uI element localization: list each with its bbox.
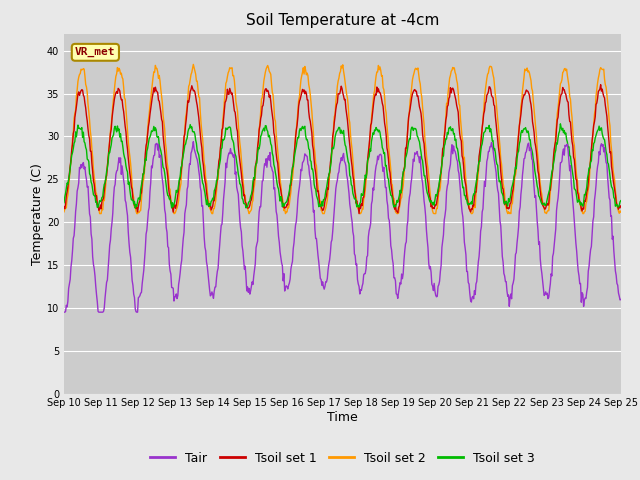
- Legend: Tair, Tsoil set 1, Tsoil set 2, Tsoil set 3: Tair, Tsoil set 1, Tsoil set 2, Tsoil se…: [145, 447, 540, 469]
- Title: Soil Temperature at -4cm: Soil Temperature at -4cm: [246, 13, 439, 28]
- Y-axis label: Temperature (C): Temperature (C): [31, 163, 44, 264]
- X-axis label: Time: Time: [327, 411, 358, 424]
- Text: VR_met: VR_met: [75, 47, 116, 58]
